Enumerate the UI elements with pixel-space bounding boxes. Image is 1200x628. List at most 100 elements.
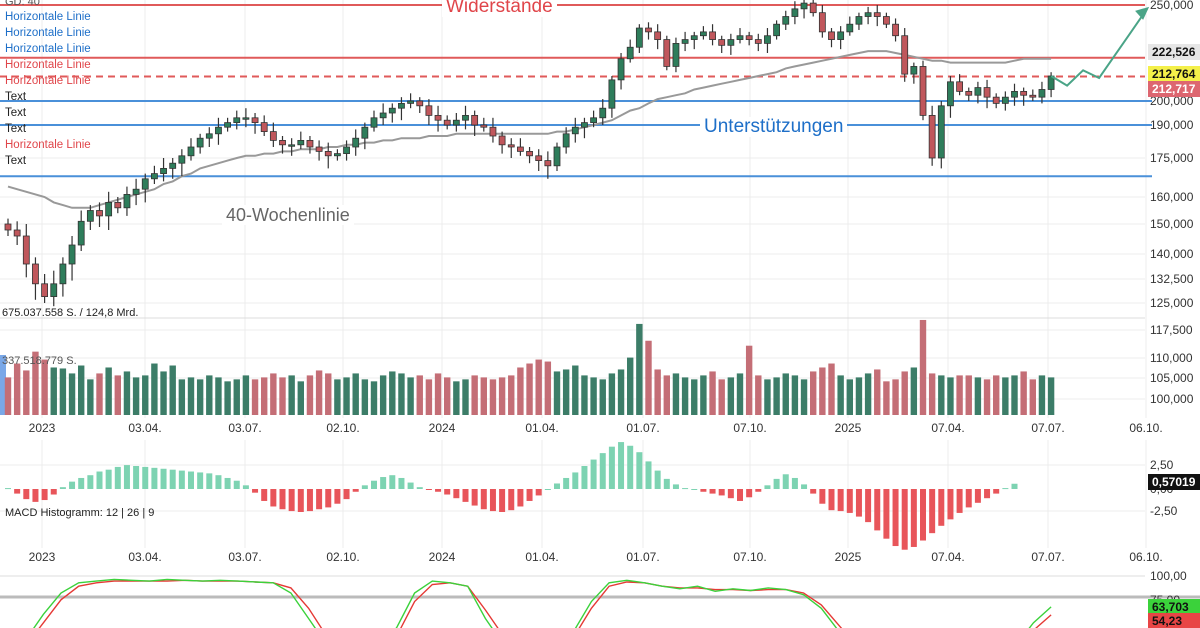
time-tick-label: 2024 — [429, 421, 456, 435]
volume-bar — [864, 373, 872, 415]
candle-body — [791, 8, 799, 17]
candle-body — [937, 105, 945, 159]
volume-bar — [627, 357, 634, 415]
volume-bar — [846, 379, 853, 415]
macd-label: MACD Histogramm: 12 | 26 | 9 — [5, 507, 155, 519]
volume-bar — [791, 375, 799, 415]
price-badge — [1148, 613, 1200, 628]
candle-body — [1011, 91, 1018, 98]
price-badge — [1148, 66, 1200, 82]
macd-bar — [306, 489, 313, 512]
volume-bar — [599, 379, 606, 415]
candle-body — [352, 137, 360, 148]
volume-bar — [187, 377, 195, 415]
candle-body — [590, 117, 597, 124]
candle-body — [764, 35, 771, 44]
volume-bar — [663, 375, 670, 415]
volume-bar — [87, 379, 94, 415]
macd-bar — [361, 485, 368, 489]
volume-bar — [370, 381, 378, 415]
volume-bar — [160, 371, 167, 415]
time-tick-label: 03.04. — [128, 550, 161, 564]
volume-bar — [736, 373, 744, 415]
volume-bar — [315, 370, 323, 415]
volume-bar — [132, 377, 140, 415]
candle-body — [983, 87, 991, 98]
candle-body — [599, 107, 607, 119]
volume-bar — [983, 379, 991, 415]
legend-item[interactable]: Text — [5, 107, 27, 119]
macd-bar — [947, 489, 954, 520]
volume-bar — [288, 375, 295, 415]
macd-bar — [160, 468, 167, 489]
macd-bar — [151, 467, 158, 489]
candle-body — [407, 100, 415, 104]
candle-body — [114, 201, 122, 209]
candle-body — [215, 126, 222, 135]
volume-bar — [416, 375, 423, 415]
macd-bar — [197, 472, 204, 489]
candle-body — [974, 87, 982, 96]
candle-body — [123, 193, 131, 209]
volume-bar — [1020, 371, 1027, 415]
time-tick-label: 07.04. — [931, 421, 964, 435]
macd-bar — [444, 489, 451, 495]
candle-body — [782, 16, 790, 25]
volume-bar — [855, 377, 863, 415]
volume-bar — [389, 371, 396, 415]
volume-bar — [572, 365, 579, 415]
forecast-arrow — [1050, 6, 1150, 87]
volume-bar — [334, 379, 341, 415]
macd-bar — [371, 480, 377, 489]
macd-bar — [133, 466, 140, 489]
volume-bar — [50, 367, 57, 415]
time-tick-label: 02.10. — [326, 421, 359, 435]
macd-bar — [288, 489, 295, 512]
macd-bar — [608, 446, 615, 489]
legend-item[interactable]: Horizontale Linie — [5, 59, 91, 71]
macd-bar — [910, 489, 917, 547]
legend-item[interactable]: Text — [5, 123, 27, 135]
volume-bar — [361, 379, 369, 415]
volume-total-label: 675.037.558 S. / 124,8 Mrd. — [2, 307, 139, 319]
legend-item[interactable]: Horizontale Linie — [5, 27, 91, 39]
macd-bar — [14, 489, 21, 494]
volume-bar — [654, 369, 661, 415]
candle-body — [571, 126, 579, 135]
legend-item[interactable]: Horizontale Linie — [5, 11, 91, 23]
candle-body — [947, 81, 954, 107]
legend-item[interactable]: Horizontale Linie — [5, 139, 91, 151]
volume-bar — [142, 375, 149, 415]
candle-body — [736, 35, 744, 40]
axis-labels: 250,000 200,000 190,000 175,000 160,000 150,0… — [29, 0, 1194, 607]
support-resistance-lines — [0, 4, 1152, 178]
time-tick-label: 01.07. — [626, 550, 659, 564]
candle-body — [873, 12, 881, 17]
candle-body — [132, 188, 140, 195]
candle-body — [233, 117, 241, 124]
price-badge — [1148, 44, 1200, 60]
volume-bar — [700, 375, 707, 415]
legend-item[interactable]: Text — [5, 155, 27, 167]
legend-item[interactable]: Horizontale Linie — [5, 75, 91, 87]
macd-bar — [178, 470, 185, 489]
macd-tick-label: -2,50 — [1150, 504, 1178, 518]
legend-item[interactable]: Text — [5, 91, 27, 103]
macd-bar — [801, 484, 808, 489]
macd-tick-label: 2,50 — [1150, 458, 1174, 472]
macd-bar — [773, 478, 780, 489]
volume-bar — [993, 375, 1000, 415]
volume-bar — [1011, 375, 1018, 415]
macd-bar — [480, 489, 487, 510]
time-tick-label: 01.07. — [626, 421, 659, 435]
volume-bar — [1002, 377, 1009, 415]
macd-bar — [883, 489, 890, 539]
candle-body — [297, 139, 305, 146]
time-tick-label: 03.04. — [128, 421, 161, 435]
candle-body — [892, 23, 899, 37]
candle-body — [32, 263, 39, 285]
volume-bar — [41, 359, 48, 415]
legend-item[interactable]: Horizontale Linie — [5, 43, 91, 55]
price-tick-label: 250,000 — [1150, 0, 1194, 12]
ma40-path — [7, 50, 1052, 209]
